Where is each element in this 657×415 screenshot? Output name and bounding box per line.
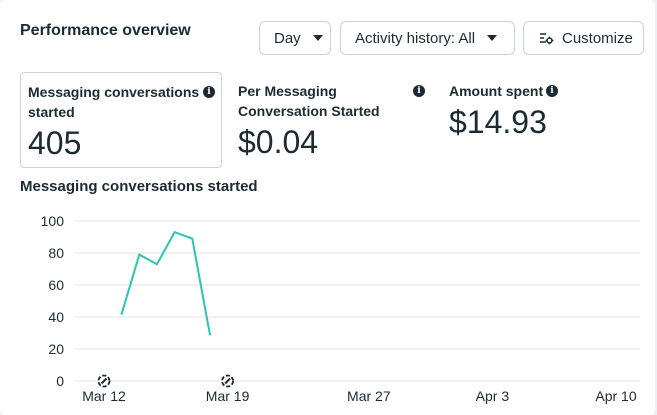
- customize-button[interactable]: Customize: [523, 21, 644, 55]
- y-tick-label: 0: [56, 373, 64, 389]
- metric-value: 405: [28, 125, 82, 161]
- y-tick-label: 80: [48, 245, 64, 261]
- granularity-value: Day: [274, 29, 301, 47]
- annotation-edit-icon: [97, 374, 111, 388]
- metric-label: Messaging conversations started: [28, 84, 200, 120]
- annotation-edit-icon: [221, 374, 234, 388]
- x-tick-label: Apr 10: [595, 388, 636, 404]
- metric-amount-spent[interactable]: Amount spent i $14.93: [440, 72, 640, 168]
- y-tick-label: 20: [48, 341, 64, 357]
- data-point: [138, 253, 141, 256]
- y-tick-label: 60: [48, 277, 64, 293]
- data-point: [173, 231, 176, 234]
- data-point: [120, 312, 123, 315]
- chevron-down-icon: [312, 35, 323, 41]
- metric-label: Amount spent: [449, 83, 544, 99]
- series-points: [120, 231, 211, 336]
- metric-value: $0.04: [238, 124, 319, 160]
- metric-label: Per Messaging Conversation Started: [238, 83, 380, 119]
- activity-history-dropdown[interactable]: Activity history: All: [340, 21, 515, 55]
- activity-history-value: Activity history: All: [355, 29, 476, 47]
- x-tick-label: Apr 3: [476, 388, 510, 404]
- page-title: Performance overview: [20, 22, 191, 39]
- y-axis-ticks: 0 20 40 60 80 100: [41, 213, 65, 389]
- data-point: [191, 237, 194, 240]
- data-point: [208, 333, 211, 336]
- y-tick-label: 40: [48, 309, 64, 325]
- metric-cost-per-conversation[interactable]: Per Messaging Conversation Started i $0.…: [230, 72, 430, 168]
- info-icon[interactable]: i: [546, 85, 558, 97]
- chevron-down-icon: [487, 35, 498, 41]
- data-point: [155, 263, 158, 266]
- annotation-icons: [97, 374, 234, 388]
- x-tick-label: Mar 19: [206, 388, 250, 404]
- metric-value: $14.93: [449, 104, 547, 140]
- y-tick-label: 100: [41, 213, 65, 229]
- granularity-dropdown[interactable]: Day: [259, 21, 331, 55]
- x-axis-ticks: Mar 12 Mar 19 Mar 27 Apr 3 Apr 10: [82, 388, 637, 404]
- customize-sliders-icon: [538, 30, 554, 46]
- line-chart: 0 20 40 60 80 100 Mar 12 Mar 19 Mar 27 Apr 3 Apr …: [41, 213, 640, 404]
- x-tick-label: Mar 27: [347, 388, 391, 404]
- chart-title: Messaging conversations started: [20, 178, 258, 195]
- metric-messaging-conversations[interactable]: Messaging conversations started i 405: [20, 72, 222, 168]
- x-tick-label: Mar 12: [82, 388, 126, 404]
- info-icon[interactable]: i: [203, 86, 215, 98]
- info-icon[interactable]: i: [413, 85, 425, 97]
- series-line: [120, 231, 211, 335]
- customize-label: Customize: [562, 29, 633, 47]
- chart-grid: [75, 220, 640, 382]
